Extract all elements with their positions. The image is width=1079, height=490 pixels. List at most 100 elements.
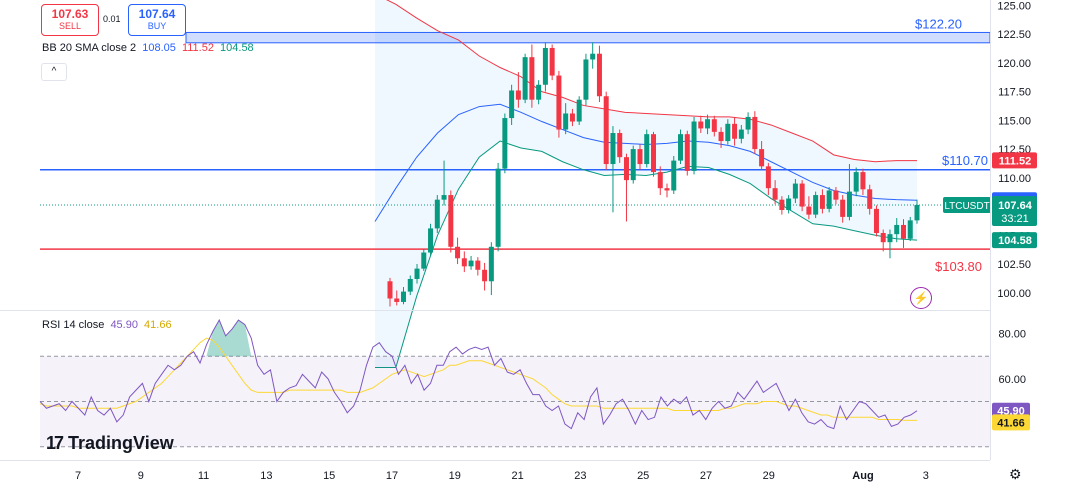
candle bbox=[583, 53, 589, 106]
horizontal-levels[interactable]: $122.20 $110.70 $103.80 bbox=[40, 16, 991, 274]
rsi-legend-ma: 41.66 bbox=[144, 319, 172, 331]
candle-body bbox=[840, 199, 846, 217]
candle bbox=[765, 162, 771, 196]
collapse-legend-button[interactable]: ^ bbox=[41, 63, 67, 81]
candle bbox=[448, 190, 454, 253]
candle-body bbox=[880, 233, 886, 243]
date-tick: 19 bbox=[449, 470, 461, 482]
candle bbox=[434, 195, 440, 233]
candle-body bbox=[759, 149, 765, 167]
candle bbox=[569, 108, 575, 127]
candle bbox=[894, 218, 900, 243]
price-tick: 122.50 bbox=[997, 29, 1031, 41]
date-tick: 17 bbox=[386, 470, 398, 482]
candle-body bbox=[914, 204, 920, 221]
rsi-legend[interactable]: RSI 14 close 45.90 41.66 bbox=[42, 319, 175, 331]
buy-button[interactable]: 107.64 BUY bbox=[128, 4, 186, 36]
candle bbox=[590, 42, 596, 69]
candle bbox=[711, 115, 717, 137]
candle-body bbox=[448, 195, 454, 247]
candle bbox=[873, 205, 879, 237]
candle-body bbox=[711, 119, 717, 132]
candle bbox=[718, 127, 724, 148]
bb-lower-line bbox=[375, 140, 918, 368]
candle bbox=[623, 153, 629, 222]
candle-body bbox=[576, 99, 582, 122]
bb-fill-area bbox=[375, 0, 917, 368]
alert-bolt-icon[interactable]: ⚡ bbox=[910, 287, 932, 309]
rsi-ma-tag: 41.66 bbox=[997, 417, 1025, 429]
candle-body bbox=[772, 188, 778, 200]
bb-legend-basis: 108.05 bbox=[142, 42, 176, 54]
date-tick: Aug bbox=[852, 470, 873, 482]
candle-body bbox=[664, 188, 670, 191]
time-axis[interactable]: 7 9 11 13 15 17 19 21 23 25 27 29 Aug 3 bbox=[75, 470, 929, 482]
candle bbox=[495, 162, 501, 252]
candle-body bbox=[549, 47, 555, 76]
candle-body bbox=[813, 195, 819, 215]
candle-body bbox=[786, 198, 792, 211]
level-label: $103.80 bbox=[935, 259, 982, 274]
candle bbox=[596, 45, 602, 102]
sell-button[interactable]: 107.63 SELL bbox=[41, 4, 99, 36]
rsi-ma-tag-bg bbox=[992, 414, 1030, 431]
bb-legend-upper: 111.52 bbox=[181, 42, 214, 54]
date-tick: 11 bbox=[198, 470, 209, 482]
rsi-tick: 80.00 bbox=[998, 329, 1026, 341]
candle bbox=[482, 262, 488, 291]
settings-gear-icon[interactable]: ⚙ bbox=[1009, 466, 1022, 482]
candle bbox=[900, 219, 906, 248]
candle-body bbox=[900, 224, 906, 239]
candle bbox=[779, 196, 785, 215]
candle bbox=[394, 290, 400, 306]
candle bbox=[698, 115, 704, 134]
bollinger-band-fill bbox=[375, 0, 917, 368]
candle bbox=[387, 277, 393, 307]
candle bbox=[840, 195, 846, 223]
price-tick: 117.50 bbox=[998, 87, 1031, 99]
candle bbox=[813, 191, 819, 219]
candle bbox=[630, 145, 636, 184]
last-price-tag: 107.64 bbox=[998, 200, 1033, 212]
price-tag: 104.58 bbox=[998, 235, 1032, 247]
candle bbox=[671, 156, 677, 194]
candle bbox=[461, 251, 467, 273]
candle bbox=[603, 91, 609, 170]
candle-body bbox=[867, 189, 873, 209]
candle-body bbox=[792, 183, 798, 199]
candle-body bbox=[678, 134, 684, 161]
sell-price: 107.63 bbox=[51, 7, 89, 21]
candle-body bbox=[873, 208, 879, 233]
candle bbox=[556, 70, 562, 138]
bb-legend[interactable]: BB 20 SMA close 2 108.05 111.52 104.58 bbox=[42, 42, 257, 54]
candle bbox=[806, 196, 812, 220]
candle bbox=[522, 53, 528, 104]
price-tick: 100.00 bbox=[997, 288, 1031, 300]
candle-body bbox=[502, 118, 508, 169]
date-tick: 23 bbox=[574, 470, 586, 482]
candle bbox=[542, 42, 548, 92]
level-label: $110.70 bbox=[942, 153, 988, 168]
buy-label: BUY bbox=[147, 21, 167, 31]
price-tag: 111.52 bbox=[999, 155, 1031, 167]
candle bbox=[421, 249, 427, 271]
candle-body bbox=[819, 195, 825, 209]
candle-body bbox=[705, 119, 711, 129]
price-axis[interactable]: 125.00122.50120.00117.50115.00112.50110.… bbox=[943, 0, 1037, 300]
rsi-legend-value: 45.90 bbox=[110, 319, 138, 331]
candle bbox=[576, 96, 582, 125]
candle bbox=[509, 84, 515, 125]
candle-body bbox=[732, 123, 738, 139]
bb-upper-line bbox=[386, 0, 917, 163]
date-tick: 25 bbox=[637, 470, 649, 482]
candle bbox=[907, 216, 913, 242]
candle bbox=[752, 111, 758, 154]
candle-body bbox=[617, 133, 623, 158]
candle-body bbox=[752, 116, 758, 150]
symbol-tag: LTCUSDT bbox=[944, 201, 989, 212]
candle-body bbox=[542, 47, 548, 85]
candle-body bbox=[894, 224, 900, 235]
candle bbox=[536, 80, 542, 105]
candle-body bbox=[860, 172, 866, 190]
